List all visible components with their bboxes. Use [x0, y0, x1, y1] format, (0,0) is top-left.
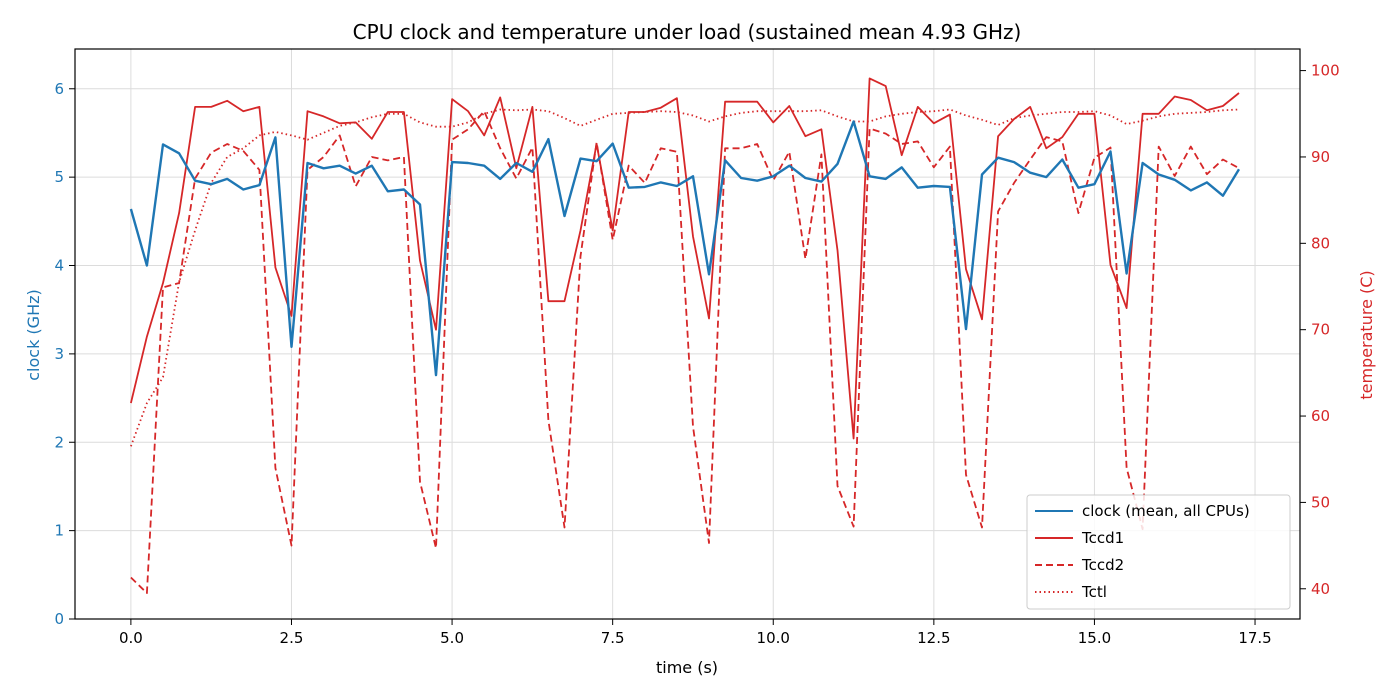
y-axis-right: 40 50 60 70 80 90 100: [1300, 62, 1340, 598]
legend-label: Tccd2: [1081, 556, 1124, 574]
legend-label: Tccd1: [1081, 529, 1124, 547]
y-right-tick-label: 80: [1311, 234, 1330, 252]
y-right-tick-label: 100: [1311, 62, 1340, 80]
y-left-tick-label: 4: [54, 257, 64, 275]
y-left-tick-label: 6: [54, 80, 64, 98]
y-left-tick-label: 0: [54, 610, 64, 628]
plot-frame: [74, 48, 1301, 620]
y-left-tick-label: 1: [54, 522, 64, 540]
y-axis-left: 0 1 2 3 4 5 6: [54, 80, 75, 628]
y-right-tick-label: 60: [1311, 407, 1330, 425]
series-line-clock: [129, 120, 1241, 377]
x-tick-label: 7.5: [601, 629, 625, 647]
legend: clock (mean, all CPUs) Tccd1 Tccd2 Tctl: [1026, 494, 1291, 610]
y-left-tick-label: 5: [54, 168, 64, 186]
series-line-tccd1: [130, 77, 1240, 440]
y-left-tick-label: 3: [54, 345, 64, 363]
series-lines: [129, 77, 1241, 594]
chart-title: CPU clock and temperature under load (su…: [353, 20, 1022, 44]
y-right-tick-label: 50: [1311, 493, 1330, 511]
y-axis-right-label: temperature (C): [1357, 270, 1376, 399]
y-right-tick-label: 70: [1311, 321, 1330, 339]
x-axis-label: time (s): [656, 658, 718, 677]
y-right-tick-label: 40: [1311, 580, 1330, 598]
x-tick-label: 2.5: [280, 629, 304, 647]
legend-box: [1026, 494, 1291, 610]
x-tick-label: 5.0: [440, 629, 464, 647]
x-tick-label: 15.0: [1078, 629, 1111, 647]
legend-label: Tctl: [1081, 583, 1107, 601]
y-right-tick-label: 90: [1311, 148, 1330, 166]
x-tick-label: 10.0: [757, 629, 790, 647]
x-tick-label: 17.5: [1238, 629, 1271, 647]
y-left-tick-label: 2: [54, 433, 64, 451]
legend-label: clock (mean, all CPUs): [1082, 502, 1250, 520]
series-line-tccd2: [130, 110, 1240, 594]
x-axis: 0.0 2.5 5.0 7.5 10.0 12.5 15.0 17.5: [119, 619, 1272, 647]
x-tick-label: 12.5: [917, 629, 950, 647]
x-tick-label: 0.0: [119, 629, 143, 647]
y-axis-left-label: clock (GHz): [24, 289, 43, 381]
